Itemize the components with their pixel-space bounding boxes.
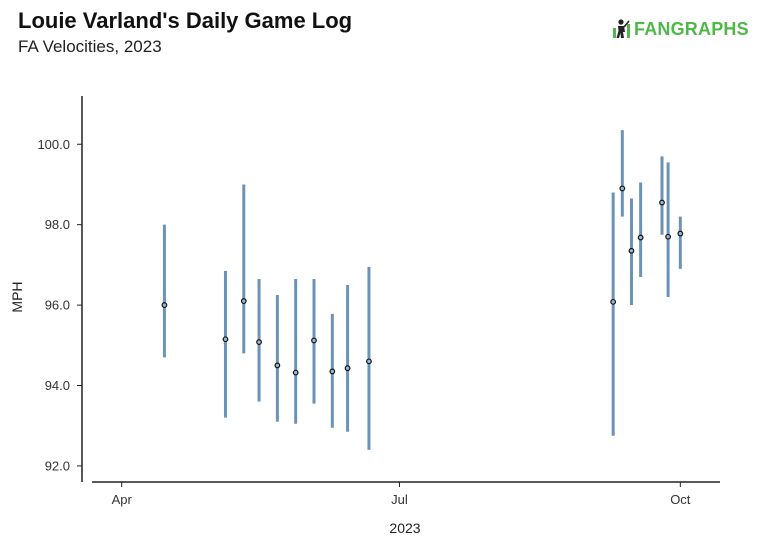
y-tick-label: 96.0 bbox=[45, 298, 70, 313]
velocity-avg-point bbox=[344, 365, 351, 372]
velocity-avg-point bbox=[240, 298, 247, 304]
x-tick-label: Oct bbox=[670, 492, 691, 507]
logo-text: FANGRAPHS bbox=[634, 18, 749, 39]
chart-subtitle: FA Velocities, 2023 bbox=[18, 37, 162, 56]
y-tick-label: 100.0 bbox=[37, 137, 70, 152]
fangraphs-logo[interactable]: FANGRAPHS bbox=[612, 18, 749, 40]
x-tick-label: Jul bbox=[391, 492, 408, 507]
velocity-avg-point bbox=[161, 302, 168, 308]
velocity-avg-point bbox=[222, 336, 229, 343]
velocity-avg-point bbox=[256, 339, 262, 345]
velocity-avg-point bbox=[628, 247, 635, 254]
y-tick-label: 98.0 bbox=[45, 217, 70, 232]
velocity-avg-point bbox=[366, 358, 372, 365]
velocity-avg-point bbox=[637, 234, 644, 241]
fangraphs-player-icon bbox=[613, 19, 630, 38]
velocity-avg-point bbox=[292, 369, 299, 376]
x-tick-label: Apr bbox=[112, 492, 133, 507]
velocity-avg-point bbox=[610, 298, 617, 305]
y-tick-label: 94.0 bbox=[45, 378, 70, 393]
y-axis-title: MPH bbox=[9, 281, 25, 312]
velocity-avg-point bbox=[665, 233, 672, 240]
y-tick-label: 92.0 bbox=[45, 458, 70, 473]
velocity-avg-point bbox=[677, 230, 684, 237]
chart-title: Louie Varland's Daily Game Log bbox=[18, 8, 353, 33]
x-axis-title: 2023 bbox=[389, 520, 420, 536]
velocity-avg-point bbox=[274, 362, 281, 369]
velocity-avg-point bbox=[329, 368, 336, 375]
velocity-avg-point bbox=[619, 185, 626, 192]
velocity-avg-point bbox=[311, 337, 317, 344]
velocity-avg-point bbox=[659, 199, 665, 206]
